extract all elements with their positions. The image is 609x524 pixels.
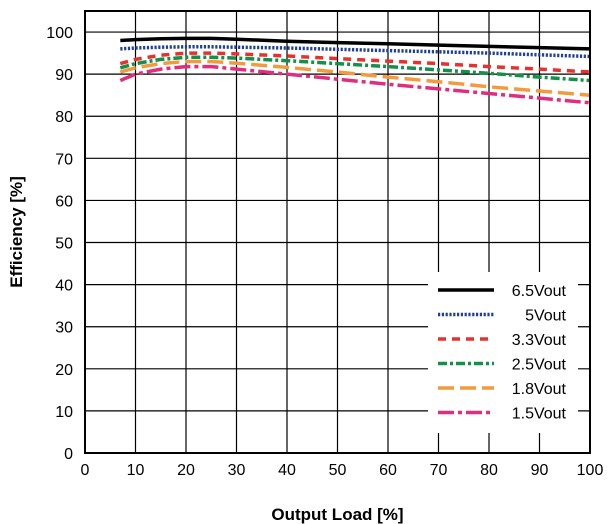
y-axis-title: Efficiency [%] (7, 176, 26, 287)
legend-label: 1.8Vout (512, 381, 567, 398)
series-line-2-5vout (119, 55, 591, 83)
y-tick-label: 20 (55, 362, 73, 379)
legend-label: 1.5Vout (512, 406, 567, 423)
y-tick-label: 10 (55, 404, 73, 421)
x-tick-label: 20 (177, 462, 195, 479)
y-tick-label: 100 (46, 25, 73, 42)
x-tick-label: 70 (430, 462, 448, 479)
x-tick-label: 80 (480, 462, 498, 479)
legend-label: 6.5Vout (512, 283, 567, 300)
x-tick-label: 50 (329, 462, 347, 479)
y-tick-label: 60 (55, 193, 73, 210)
x-tick-label: 100 (577, 462, 604, 479)
y-tick-label: 30 (55, 320, 73, 337)
plot-frame (84, 10, 591, 454)
legend: 6.5Vout 5Vout 3.3Vout 2.5Vout 1.8Vout 1.5Vout (428, 272, 578, 433)
y-tick-label: 0 (64, 446, 73, 463)
legend-label: 2.5Vout (512, 357, 567, 374)
y-tick-label: 70 (55, 151, 73, 168)
x-tick-label: 40 (278, 462, 296, 479)
series-line-5vout (120, 45, 591, 59)
series-line-6-5vout (120, 36, 591, 51)
y-tick-label: 90 (55, 67, 73, 84)
legend-background (428, 272, 578, 433)
y-tick-label: 40 (55, 278, 73, 295)
x-axis-title: Output Load [%] (271, 505, 403, 524)
series-lines (119, 36, 591, 105)
series-line-1-5vout (119, 64, 591, 105)
y-tick-label: 50 (55, 236, 73, 253)
x-tick-label: 0 (81, 462, 90, 479)
x-tick-label: 60 (379, 462, 397, 479)
x-tick-label: 30 (228, 462, 246, 479)
tick-labels: 0 10 20 30 40 50 60 70 80 90 100 0 10 20 30 40 50 60 70 80 9… (46, 25, 603, 479)
series-line-1-8vout (119, 59, 591, 97)
x-tick-label: 10 (127, 462, 145, 479)
series-line-3-3vout (119, 51, 591, 74)
x-tick-label: 90 (531, 462, 549, 479)
legend-label: 3.3Vout (512, 332, 567, 349)
legend-label: 5Vout (525, 308, 566, 325)
y-tick-label: 80 (55, 109, 73, 126)
